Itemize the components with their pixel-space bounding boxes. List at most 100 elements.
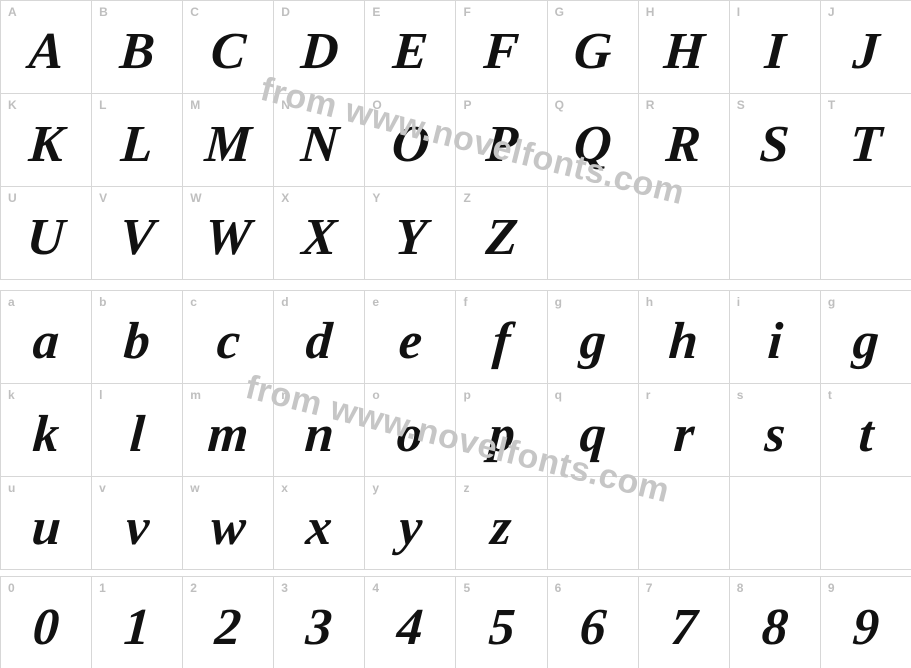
font-character-map: AABBCCDDEEFFGGHHIIJJKKLLMMNNOOPPQQRRSSTT…: [0, 0, 911, 668]
glyph-cell: AA: [1, 1, 92, 94]
glyph-cell: UU: [1, 187, 92, 280]
cell-glyph: q: [548, 384, 638, 476]
cell-glyph: 0: [1, 577, 91, 668]
cell-glyph: p: [456, 384, 546, 476]
glyph-cell: LL: [92, 94, 183, 187]
glyph-cell: uu: [1, 477, 92, 570]
cell-glyph: [821, 477, 911, 569]
cell-glyph: d: [274, 291, 364, 383]
cell-glyph: O: [365, 94, 455, 186]
cell-glyph: F: [456, 1, 546, 93]
glyph-cell: [821, 187, 911, 280]
glyph-cell: HH: [639, 1, 730, 94]
cell-glyph: b: [92, 291, 182, 383]
cell-glyph: 6: [548, 577, 638, 668]
glyph-cell: FF: [456, 1, 547, 94]
cell-glyph: r: [639, 384, 729, 476]
glyph-cell: ZZ: [456, 187, 547, 280]
cell-glyph: G: [548, 1, 638, 93]
cell-glyph: w: [183, 477, 273, 569]
cell-glyph: B: [92, 1, 182, 93]
cell-glyph: [548, 187, 638, 279]
cell-glyph: [548, 477, 638, 569]
glyph-cell: [821, 477, 911, 570]
cell-glyph: T: [821, 94, 911, 186]
glyph-cell: CC: [183, 1, 274, 94]
cell-glyph: k: [1, 384, 91, 476]
glyph-cell: JJ: [821, 1, 911, 94]
glyph-cell: 99: [821, 577, 911, 668]
cell-glyph: s: [730, 384, 820, 476]
glyph-cell: gg: [548, 291, 639, 384]
glyph-cell: yy: [365, 477, 456, 570]
glyph-cell: [548, 187, 639, 280]
cell-glyph: Y: [365, 187, 455, 279]
grid-digits: 00112233445566778899: [0, 576, 911, 668]
cell-glyph: v: [92, 477, 182, 569]
cell-glyph: L: [92, 94, 182, 186]
grid-uppercase: AABBCCDDEEFFGGHHIIJJKKLLMMNNOOPPQQRRSSTT…: [0, 0, 911, 280]
glyph-cell: [730, 187, 821, 280]
cell-glyph: P: [456, 94, 546, 186]
glyph-cell: QQ: [548, 94, 639, 187]
glyph-cell: [639, 477, 730, 570]
glyph-cell: DD: [274, 1, 365, 94]
cell-glyph: Z: [456, 187, 546, 279]
glyph-cell: [548, 477, 639, 570]
cell-glyph: 5: [456, 577, 546, 668]
glyph-cell: mm: [183, 384, 274, 477]
glyph-cell: zz: [456, 477, 547, 570]
glyph-cell: ll: [92, 384, 183, 477]
cell-glyph: g: [548, 291, 638, 383]
cell-glyph: [730, 477, 820, 569]
cell-glyph: A: [1, 1, 91, 93]
cell-glyph: D: [274, 1, 364, 93]
cell-glyph: 7: [639, 577, 729, 668]
cell-glyph: t: [821, 384, 911, 476]
glyph-cell: RR: [639, 94, 730, 187]
glyph-cell: KK: [1, 94, 92, 187]
cell-glyph: 3: [274, 577, 364, 668]
glyph-cell: 00: [1, 577, 92, 668]
glyph-cell: vv: [92, 477, 183, 570]
glyph-cell: oo: [365, 384, 456, 477]
cell-glyph: W: [183, 187, 273, 279]
cell-glyph: E: [365, 1, 455, 93]
cell-glyph: S: [730, 94, 820, 186]
cell-glyph: [730, 187, 820, 279]
glyph-cell: ii: [730, 291, 821, 384]
glyph-cell: [730, 477, 821, 570]
cell-glyph: y: [365, 477, 455, 569]
glyph-cell: GG: [548, 1, 639, 94]
glyph-cell: tt: [821, 384, 911, 477]
cell-glyph: X: [274, 187, 364, 279]
glyph-cell: BB: [92, 1, 183, 94]
glyph-cell: dd: [274, 291, 365, 384]
glyph-cell: 88: [730, 577, 821, 668]
glyph-cell: ff: [456, 291, 547, 384]
cell-glyph: J: [821, 1, 911, 93]
glyph-cell: aa: [1, 291, 92, 384]
cell-glyph: 9: [821, 577, 911, 668]
cell-glyph: m: [183, 384, 273, 476]
glyph-cell: gg: [821, 291, 911, 384]
cell-glyph: M: [183, 94, 273, 186]
glyph-cell: xx: [274, 477, 365, 570]
glyph-cell: ss: [730, 384, 821, 477]
cell-glyph: i: [730, 291, 820, 383]
glyph-cell: II: [730, 1, 821, 94]
glyph-cell: hh: [639, 291, 730, 384]
cell-glyph: h: [639, 291, 729, 383]
cell-glyph: g: [821, 291, 911, 383]
glyph-cell: 66: [548, 577, 639, 668]
cell-glyph: 4: [365, 577, 455, 668]
glyph-cell: 77: [639, 577, 730, 668]
glyph-cell: WW: [183, 187, 274, 280]
glyph-cell: [639, 187, 730, 280]
cell-glyph: x: [274, 477, 364, 569]
glyph-cell: pp: [456, 384, 547, 477]
cell-glyph: [821, 187, 911, 279]
glyph-cell: 22: [183, 577, 274, 668]
glyph-cell: rr: [639, 384, 730, 477]
cell-glyph: 2: [183, 577, 273, 668]
